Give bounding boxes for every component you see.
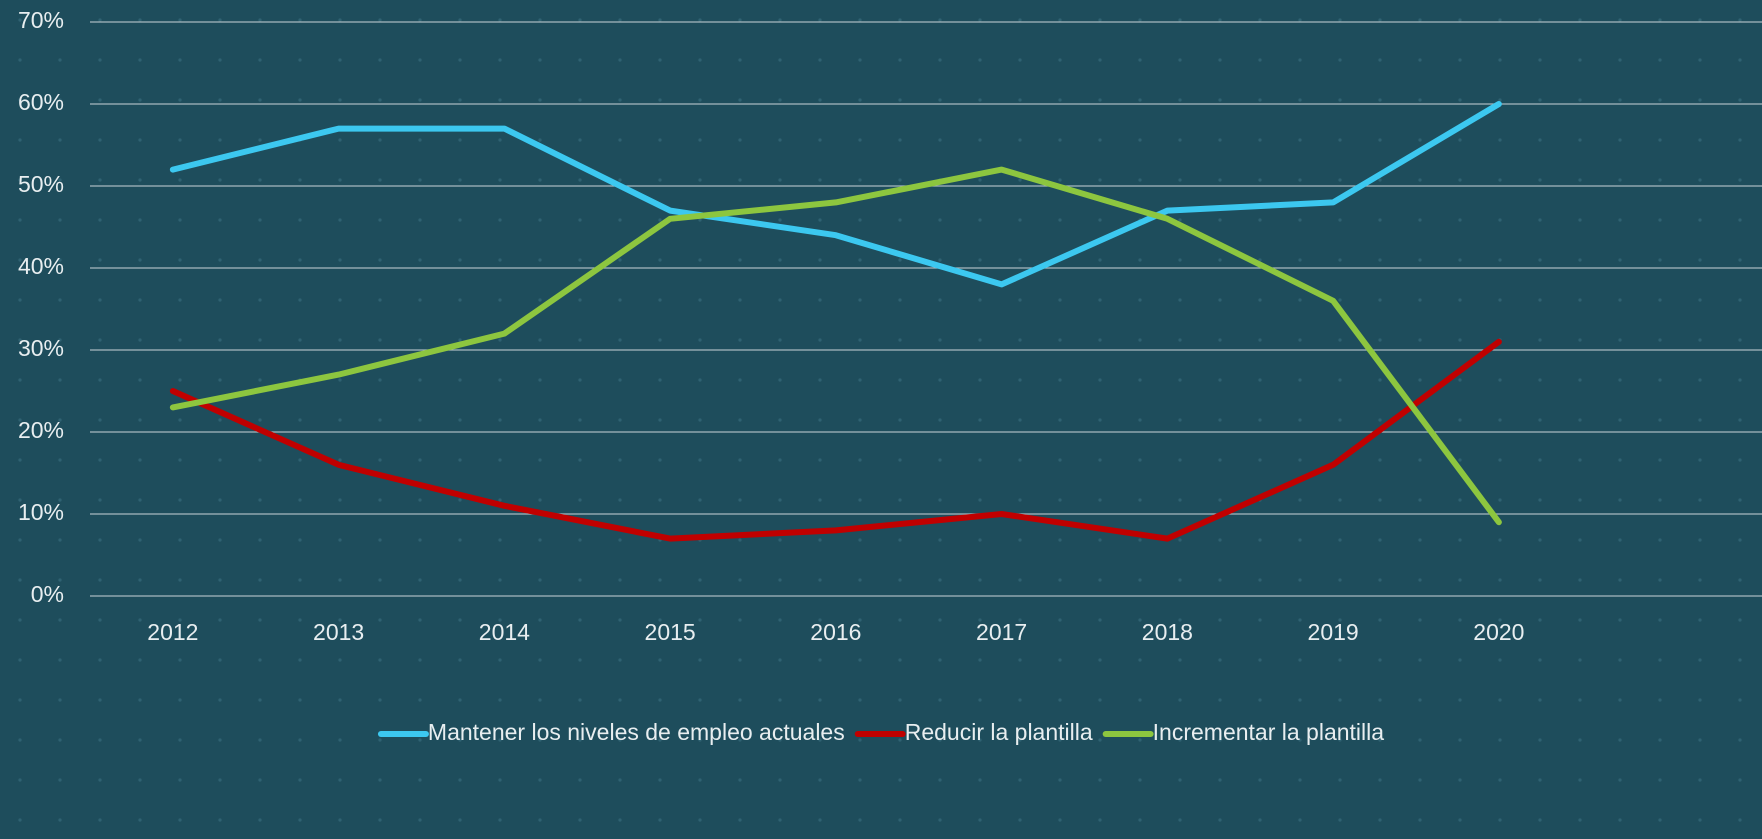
series-line xyxy=(169,166,1502,526)
legend-label: Reducir la plantilla xyxy=(905,719,1093,745)
y-tick-label: 10% xyxy=(18,499,64,525)
y-tick-label: 40% xyxy=(18,253,64,279)
x-tick-label: 2020 xyxy=(1473,619,1524,645)
x-tick-label: 2012 xyxy=(147,619,198,645)
x-tick-label: 2016 xyxy=(810,619,861,645)
y-tick-label: 50% xyxy=(18,171,64,197)
legend-label: Mantener los niveles de empleo actuales xyxy=(428,719,845,745)
y-tick-label: 30% xyxy=(18,335,64,361)
x-tick-label: 2013 xyxy=(313,619,364,645)
series-line xyxy=(169,101,1502,288)
y-tick-label: 60% xyxy=(18,89,64,115)
y-tick-label: 0% xyxy=(31,581,64,607)
x-tick-label: 2017 xyxy=(976,619,1027,645)
x-tick-label: 2018 xyxy=(1142,619,1193,645)
y-tick-label: 70% xyxy=(18,7,64,33)
y-tick-label: 20% xyxy=(18,417,64,443)
x-tick-label: 2014 xyxy=(479,619,530,645)
x-tick-label: 2015 xyxy=(645,619,696,645)
legend-label: Incrementar la plantilla xyxy=(1153,719,1385,745)
series-line xyxy=(169,338,1502,542)
x-tick-label: 2019 xyxy=(1308,619,1359,645)
